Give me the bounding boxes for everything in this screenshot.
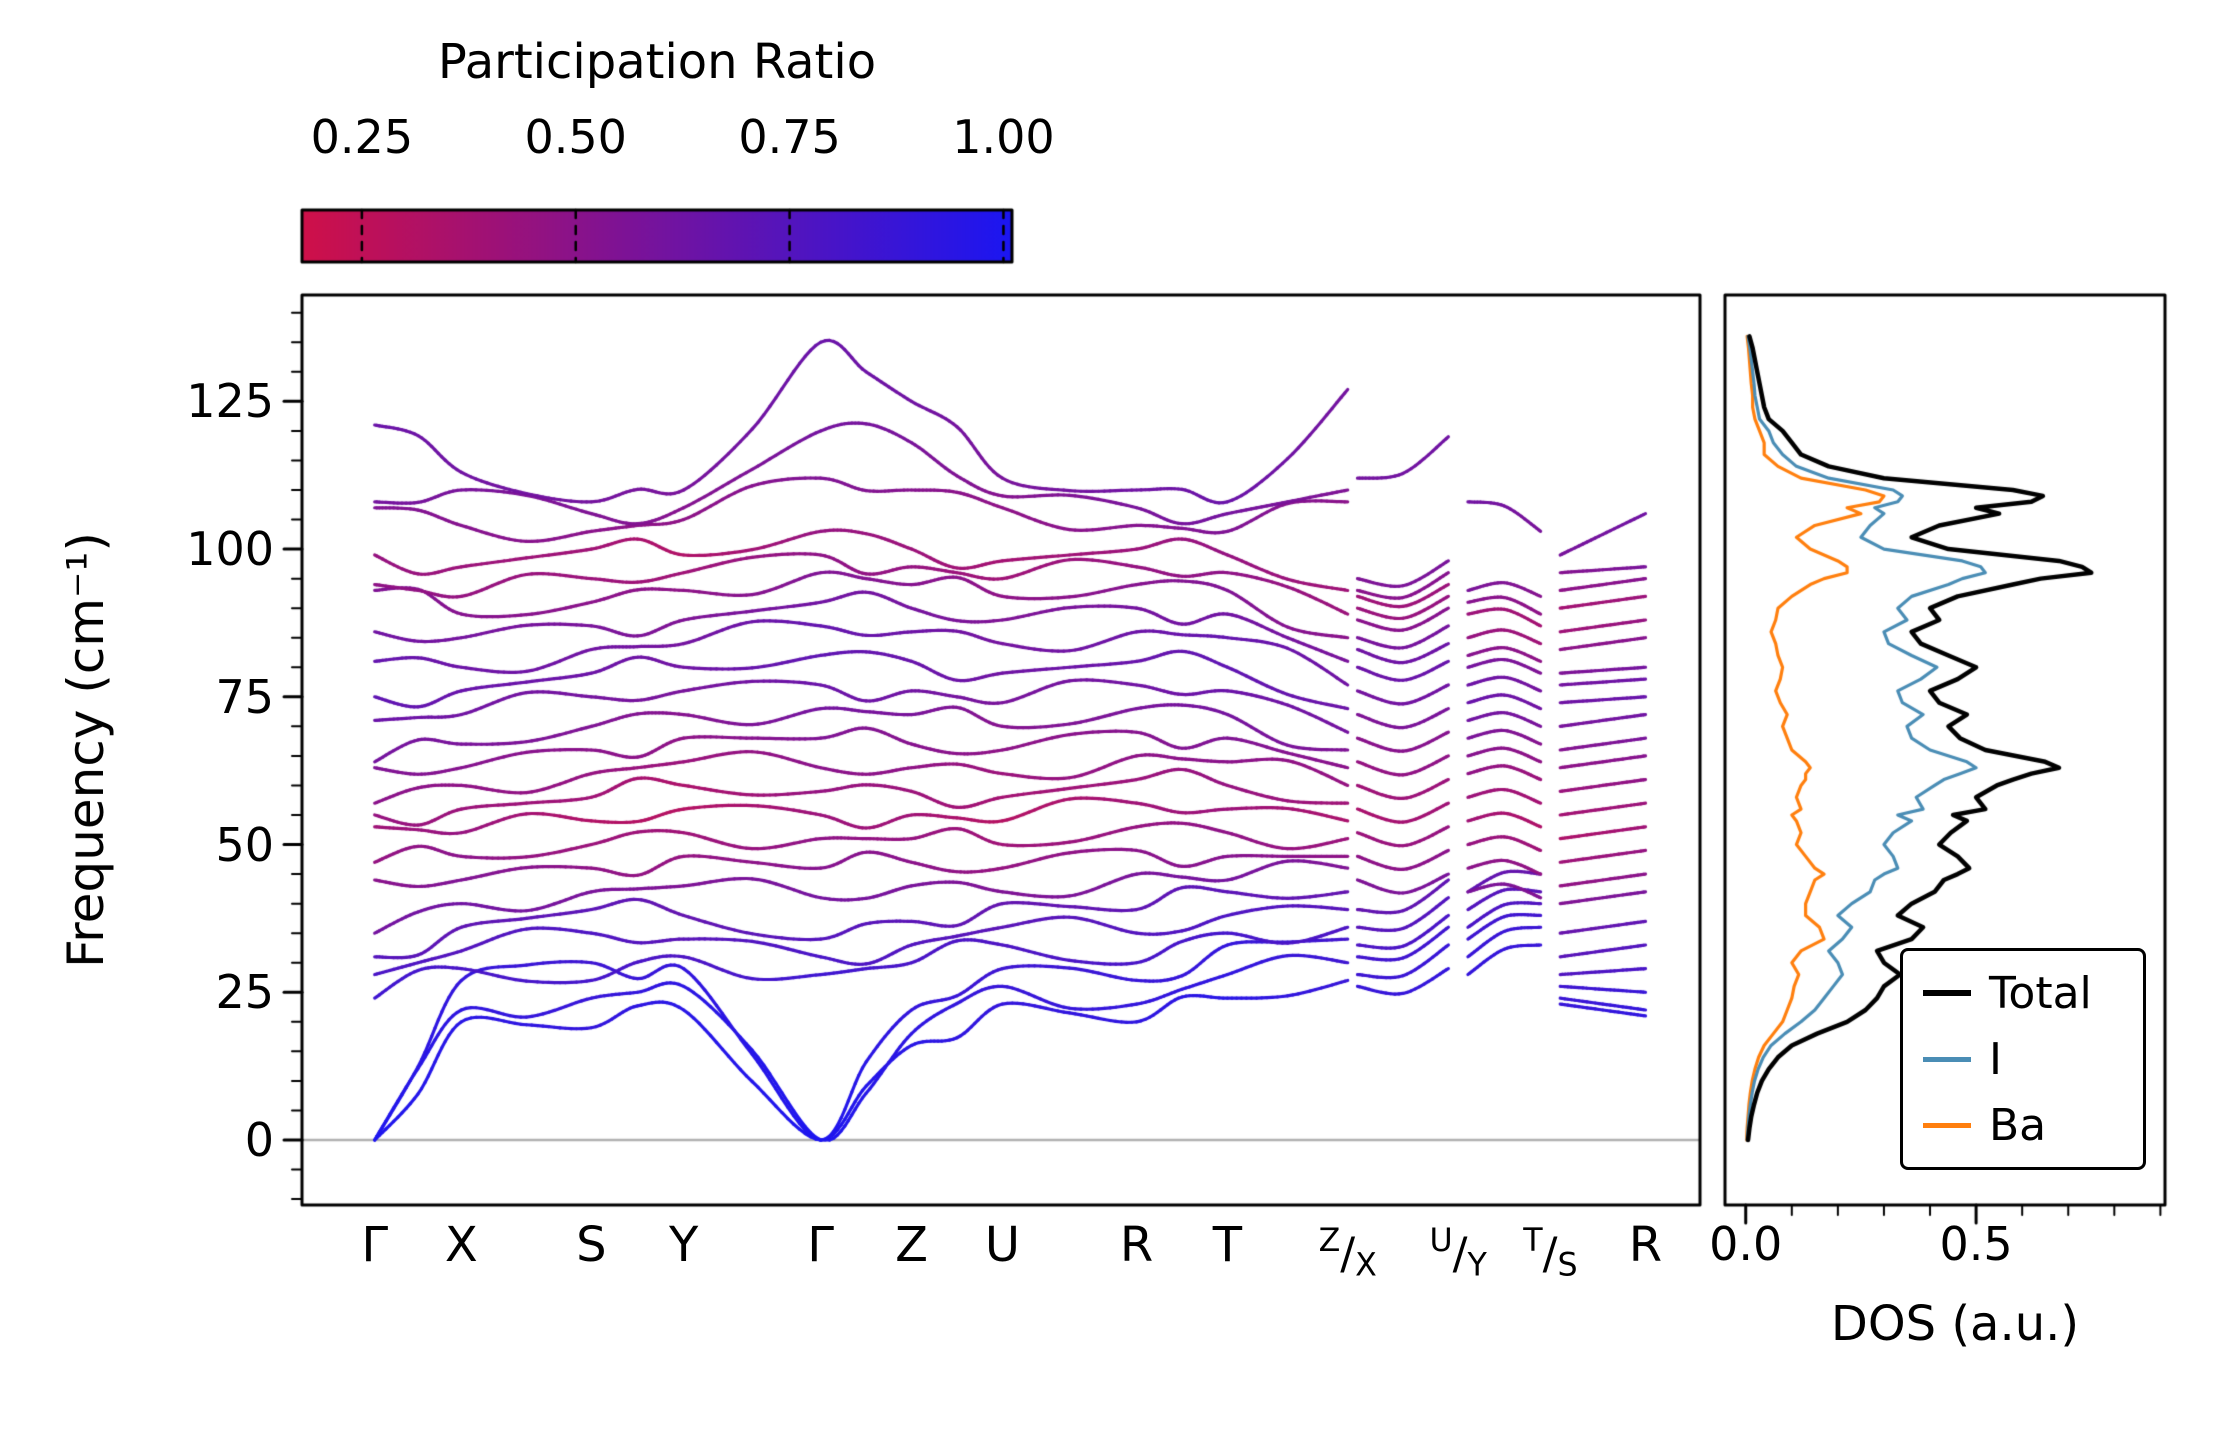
dos-x-tick-label: 0.0	[1709, 1217, 1783, 1271]
colorbar-title: Participation Ratio	[437, 34, 877, 90]
x-tick-label: Γ	[807, 1217, 835, 1273]
y-tick-label: 50	[215, 817, 274, 872]
dos-axis-label: DOS (a.u.)	[1830, 1296, 2080, 1352]
colorbar-tick-label: 0.50	[524, 110, 627, 164]
colorbar-tick-label: 0.25	[310, 110, 414, 164]
x-tick-label: U/Y	[1429, 1223, 1487, 1284]
dos-legend: Total I Ba	[1900, 948, 2146, 1170]
legend-line-total	[1923, 990, 1971, 996]
x-tick-label: X	[444, 1217, 478, 1273]
legend-line-i	[1923, 1056, 1971, 1062]
x-tick-label: Γ	[361, 1217, 389, 1273]
y-tick-label: 125	[186, 374, 274, 429]
x-tick-label: R	[1628, 1217, 1663, 1273]
y-axis-label: Frequency (cm⁻¹)	[57, 532, 115, 968]
colorbar-tick-label: 0.75	[738, 110, 841, 164]
legend-label-total: Total	[1989, 967, 2092, 1019]
x-tick-label: Z/X	[1318, 1223, 1377, 1284]
legend-entry-ba: Ba	[1923, 1097, 2123, 1153]
y-tick-label: 0	[244, 1113, 274, 1167]
colorbar-tick-label: 1.00	[952, 110, 1055, 164]
y-tick-label: 100	[186, 522, 274, 577]
x-tick-label: Z	[895, 1217, 928, 1273]
y-tick-label: 75	[215, 669, 274, 724]
legend-line-ba	[1923, 1122, 1971, 1128]
x-tick-label: T	[1212, 1217, 1243, 1273]
legend-entry-total: Total	[1923, 965, 2123, 1021]
legend-entry-i: I	[1923, 1031, 2123, 1087]
x-tick-label: T/S	[1523, 1223, 1578, 1284]
x-tick-label: R	[1119, 1217, 1154, 1273]
x-tick-label: U	[984, 1217, 1020, 1273]
y-tick-label: 25	[215, 965, 274, 1020]
legend-label-i: I	[1989, 1033, 2002, 1085]
legend-label-ba: Ba	[1989, 1099, 2047, 1151]
x-tick-label: S	[576, 1217, 607, 1273]
dos-x-tick-label: 0.5	[1939, 1217, 2013, 1271]
x-tick-label: Y	[668, 1217, 699, 1273]
